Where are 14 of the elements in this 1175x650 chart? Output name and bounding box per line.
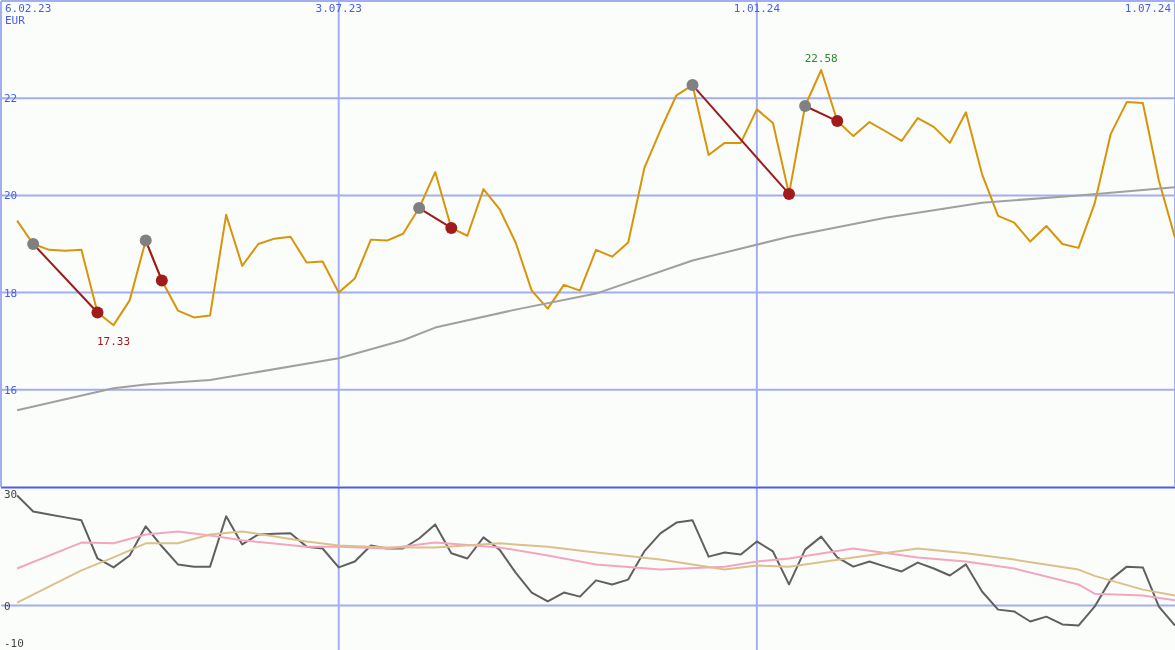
y-tick-label: 20 [4,189,18,203]
y-tick-label: 30 [4,488,18,502]
y-tick-label: 22 [4,92,18,106]
x-tick-label: 3.07.23 [315,2,362,15]
x-tick-label: 1.07.24 [1124,2,1172,15]
x-tick-label: 1.01.24 [733,2,781,15]
y-tick-label: -10 [4,636,24,650]
annotation: 22.58 [804,52,838,66]
x-tick-label: 6.02.23 [5,2,52,15]
y-tick-label: 18 [4,286,18,300]
annotation: 17.33 [97,335,131,349]
y-tick-label: 16 [4,383,18,397]
y-tick-label: 0 [4,599,11,613]
y-axis-title: EUR [5,14,25,27]
